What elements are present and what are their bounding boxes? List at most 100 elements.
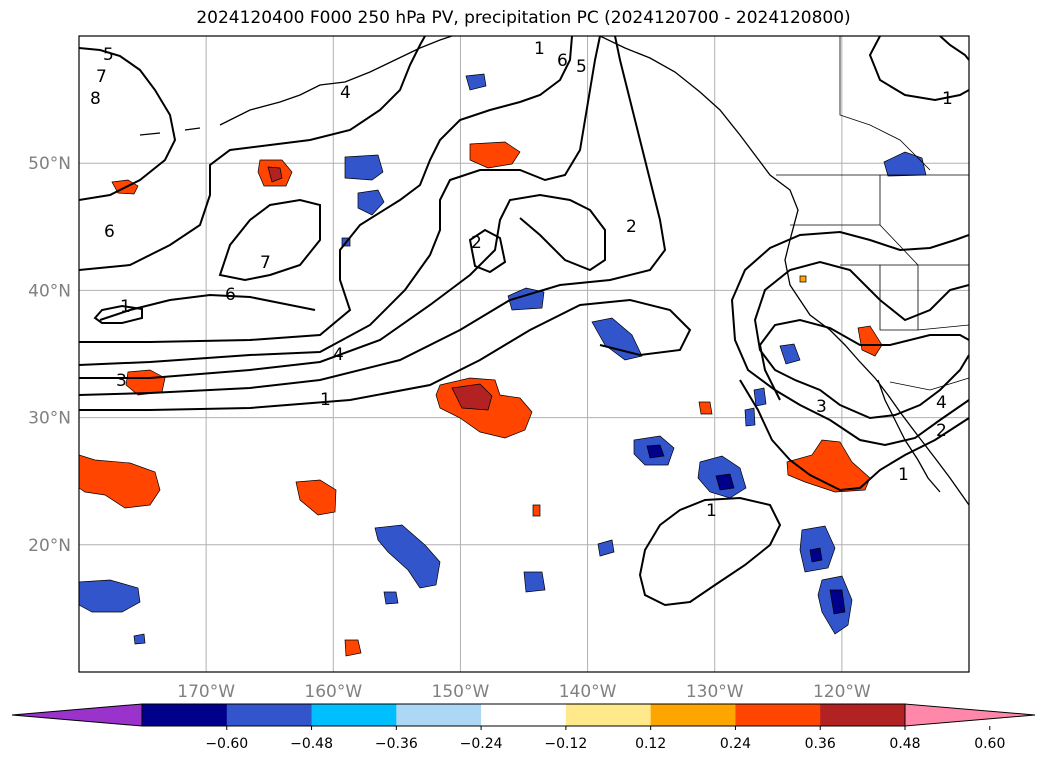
coastline-aleutians	[139, 127, 201, 136]
pv-contour-1	[79, 298, 692, 411]
colorbar-segment-2	[311, 704, 397, 726]
pv-contour-9	[218, 198, 321, 282]
colorbar-extend-high	[904, 703, 1036, 727]
anomaly-negative-1	[344, 154, 384, 181]
anomaly-negative-22	[383, 591, 399, 605]
colorbar-segment-6	[650, 704, 736, 726]
border-us-mexico	[889, 377, 969, 391]
contour-label-0: 5	[103, 45, 114, 65]
contour-label-1: 7	[96, 67, 107, 87]
contour-label-6: 6	[225, 285, 236, 305]
lon-label-1: 160°W	[304, 682, 362, 702]
colorbar-tick-label-2: −0.36	[375, 736, 418, 752]
pv-contour-16	[638, 496, 782, 607]
pv-contour-14	[730, 230, 969, 447]
pv-contour-7	[93, 304, 143, 324]
contour-label-13: 5	[576, 57, 587, 77]
anomaly-negative-11	[523, 571, 546, 593]
pv-contour-15	[739, 379, 969, 492]
contour-label-2: 8	[90, 89, 101, 109]
anomaly-negative-20	[753, 387, 767, 407]
colorbar-extend-low	[11, 703, 143, 727]
pv-contour-6	[99, 293, 316, 321]
colorbar-segment-5	[565, 704, 652, 726]
colorbar-tick-label-3: −0.24	[460, 736, 503, 752]
anomaly-positive-7	[451, 383, 493, 411]
anomaly-positive-10	[698, 401, 713, 415]
map-background	[79, 36, 969, 672]
lat-label-1: 30°N	[28, 409, 71, 429]
border-alaska-canada	[839, 36, 931, 171]
anomaly-negative-18	[779, 343, 801, 365]
anomaly-positive-4	[267, 166, 283, 183]
anomaly-positive-14	[799, 275, 807, 283]
contour-label-18: 2	[936, 421, 947, 441]
colorbar: −0.60 −0.48 −0.36 −0.24 −0.12 0.12 0.24 0.36 0.4…	[11, 703, 1036, 752]
lon-label-0: 170°W	[177, 682, 235, 702]
anomaly-negative-7	[646, 444, 665, 459]
contour-label-9: 1	[320, 390, 331, 410]
pv-contour-3	[79, 193, 606, 379]
anomaly-negative-16	[829, 589, 846, 615]
political-borders	[776, 36, 969, 391]
anomaly-positive-13	[857, 325, 883, 357]
colorbar-tick-label-8: 0.48	[889, 736, 920, 752]
contour-label-16: 3	[816, 397, 827, 417]
contour-label-4: 7	[260, 253, 271, 273]
coastline-alaska	[219, 36, 453, 126]
colorbar-segment-7	[735, 704, 821, 726]
lon-label-4: 130°W	[686, 682, 744, 702]
precip-anomaly-shading	[79, 73, 927, 657]
lon-label-2: 150°W	[432, 682, 490, 702]
contour-label-12: 6	[557, 51, 568, 71]
colorbar-tick-label-6: 0.24	[720, 736, 751, 752]
contour-label-5: 1	[120, 297, 131, 317]
contour-label-10: 2	[471, 233, 482, 253]
anomaly-positive-9	[344, 639, 362, 657]
pv-contour-17	[868, 36, 969, 102]
anomaly-negative-0	[79, 579, 141, 613]
lon-label-5: 120°W	[813, 682, 871, 702]
pv-contour-18	[939, 36, 969, 61]
contour-label-11: 2	[626, 217, 637, 237]
anomaly-negative-5	[591, 317, 643, 361]
pv-contour-4	[79, 36, 601, 366]
anomaly-positive-8	[295, 479, 337, 516]
latitude-labels: 20°N 30°N 40°N 50°N	[28, 154, 71, 556]
contour-label-21: 1	[942, 89, 953, 109]
border-states	[790, 175, 969, 331]
anomaly-negative-12	[597, 539, 615, 557]
anomaly-negative-2	[357, 189, 385, 216]
anomaly-negative-10	[374, 524, 441, 589]
colorbar-segment-4	[481, 704, 567, 726]
anomaly-negative-3	[465, 73, 487, 91]
contour-label-15: 4	[340, 83, 351, 103]
colorbar-tick-label-1: −0.48	[290, 736, 333, 752]
contour-label-7: 4	[333, 345, 344, 365]
pv-contour-13	[753, 260, 969, 420]
lat-label-2: 40°N	[28, 281, 71, 301]
longitude-labels: 170°W 160°W 150°W 140°W 130°W 120°W	[177, 682, 871, 702]
colorbar-frame	[141, 703, 906, 727]
anomaly-negative-21	[133, 633, 146, 645]
colorbar-tick-label-7: 0.36	[805, 736, 836, 752]
anomaly-negative-19	[744, 407, 756, 427]
map-title: 2024120400 F000 250 hPa PV, precipitatio…	[196, 8, 851, 28]
pv-contours	[79, 36, 969, 607]
pv-contour-8	[79, 36, 426, 271]
colorbar-tick-label-0: −0.60	[205, 736, 248, 752]
pv-contour-11	[468, 228, 507, 274]
anomaly-positive-11	[532, 504, 541, 517]
pv-contour-labels: 5 7 8 6 7 1 6 4 3 1 2 2 6 5 1 4 3 4 2 1 …	[90, 39, 953, 521]
contour-label-17: 4	[936, 393, 947, 413]
anomaly-negative-17	[883, 151, 927, 177]
lat-label-0: 20°N	[28, 536, 71, 556]
anomaly-negative-9	[715, 473, 735, 491]
colorbar-tick-label-9: 0.60	[974, 736, 1005, 752]
anomaly-negative-14	[809, 547, 823, 563]
colorbar-tick-label-5: 0.12	[635, 736, 666, 752]
pv-contour-10	[79, 47, 177, 201]
colorbar-segment-0	[142, 704, 228, 726]
map-frame	[78, 35, 970, 673]
